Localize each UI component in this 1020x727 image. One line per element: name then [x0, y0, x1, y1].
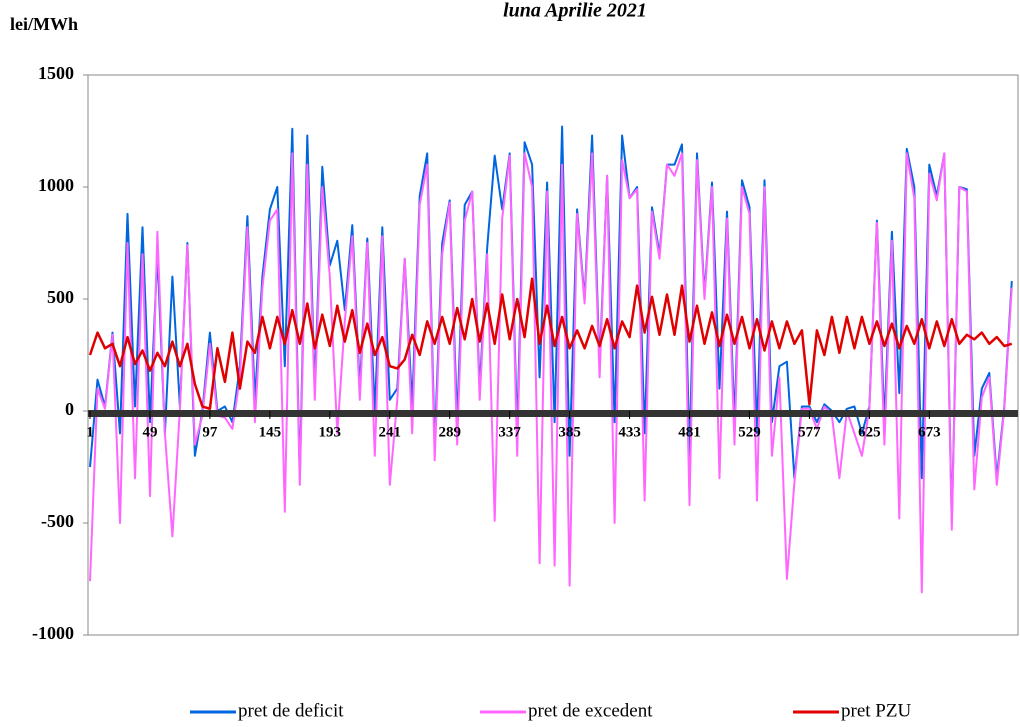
legend-label: pret de deficit	[238, 700, 344, 721]
x-tick-label: 337	[498, 424, 521, 440]
series-group	[88, 125, 1013, 594]
x-tick-label: 625	[858, 424, 881, 440]
chart-title: luna Aprilie 2021	[503, 0, 647, 22]
x-tick-label: 145	[259, 424, 282, 440]
x-tick-label: 481	[678, 424, 701, 440]
x-tick-label: 97	[202, 424, 218, 440]
y-tick-label: 1500	[38, 63, 74, 83]
series-line	[88, 277, 1013, 411]
y-tick-label: 500	[47, 287, 74, 307]
x-tick-label: 673	[918, 424, 941, 440]
x-tick-label: 577	[798, 424, 821, 440]
y-axis-label: lei/MWh	[10, 14, 78, 34]
x-tick-label: 49	[142, 424, 157, 440]
y-tick-label: 1000	[38, 175, 74, 195]
x-tick-label: 385	[558, 424, 581, 440]
x-tick-label: 289	[438, 424, 461, 440]
x-tick-label: 241	[379, 424, 402, 440]
y-tick-label: -500	[41, 511, 74, 531]
x-tick-label: 1	[86, 424, 94, 440]
y-tick-label: 0	[65, 399, 74, 419]
x-tick-label: 529	[738, 424, 761, 440]
x-axis-band	[88, 410, 1018, 417]
y-tick-label: -1000	[32, 623, 74, 643]
legend-label: pret PZU	[841, 700, 911, 721]
legend-label: pret de excedent	[528, 700, 653, 721]
x-tick-label: 193	[319, 424, 342, 440]
series-line	[89, 152, 1013, 594]
x-tick-label: 433	[618, 424, 641, 440]
